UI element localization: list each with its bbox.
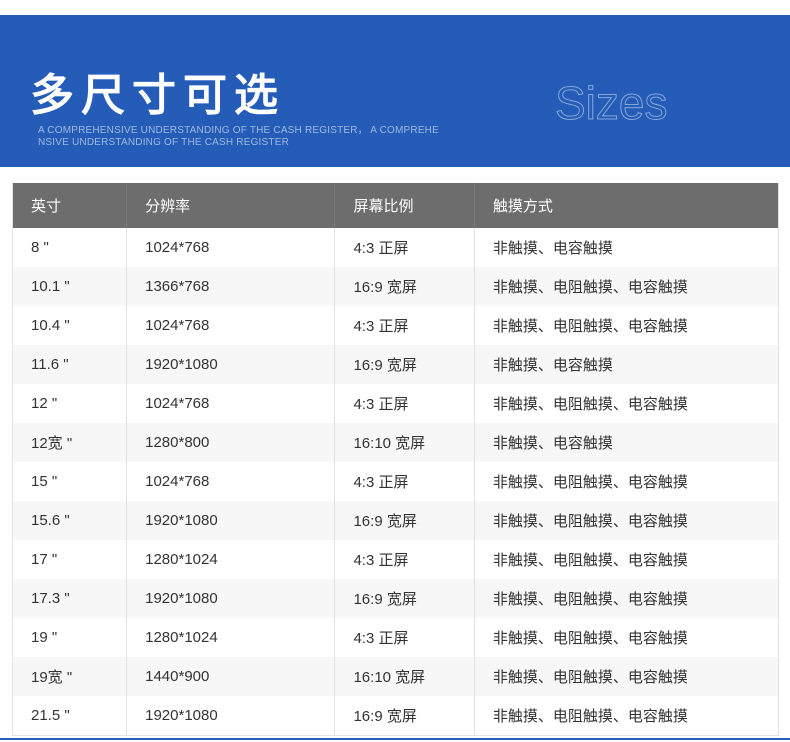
svg-text:Sizes: Sizes: [555, 77, 667, 129]
